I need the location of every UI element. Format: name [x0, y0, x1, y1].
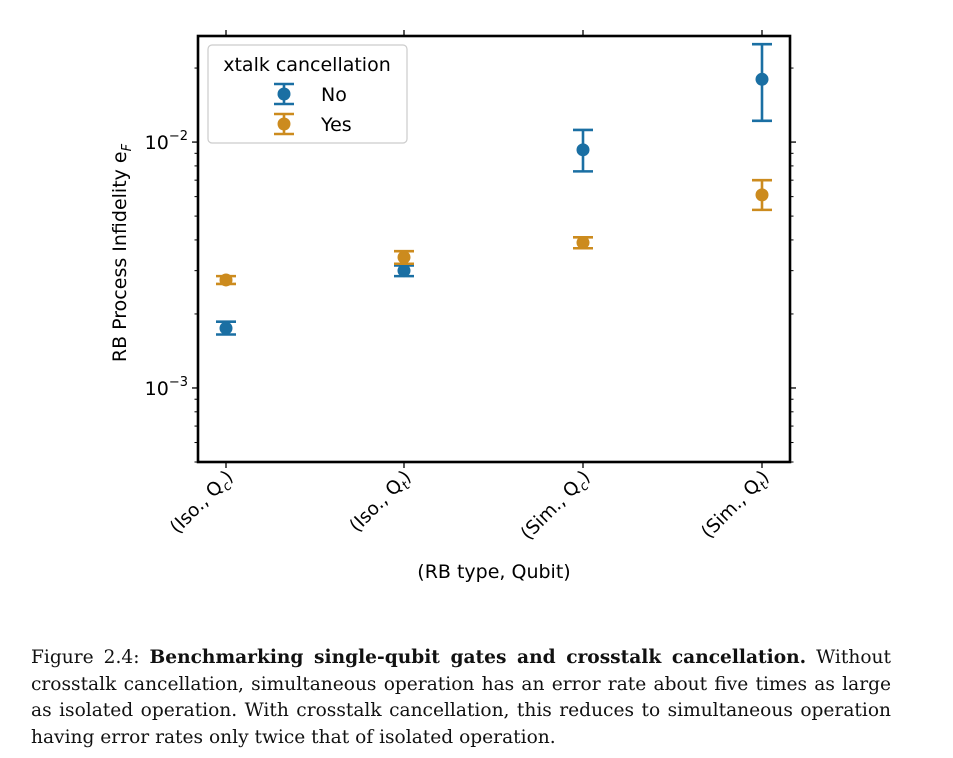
y-axis-label-subscript: F [120, 143, 135, 151]
data-point [219, 273, 233, 287]
caption-bold: Benchmarking single-qubit gates and cros… [149, 647, 807, 668]
x-tick-label: (Sim., Qc) [517, 467, 597, 547]
x-tick-label-main: (Sim., Q [517, 477, 584, 544]
figure: 10−3 10−2 (Iso., Qc) (Iso., Qt) (Sim., Qc) (S… [109, 30, 796, 583]
figure-caption: Figure 2.4: Benchmarking single-qubit ga… [31, 645, 891, 751]
data-point [397, 250, 411, 264]
caption-label: Figure 2.4: [31, 647, 140, 668]
y-tick-exponent: −2 [169, 129, 188, 144]
y-tick-base: 10 [145, 132, 169, 154]
y-tick-exponent: −3 [169, 375, 188, 390]
y-tick-base: 10 [145, 378, 169, 400]
legend-marker [277, 117, 291, 131]
legend-box [207, 44, 408, 144]
plot-frame [196, 34, 792, 464]
y-axis-label-main: RB Process Infidelity e [109, 151, 131, 362]
x-tick-label: (Iso., Qc) [166, 467, 240, 541]
x-tick-label: (Iso., Qt) [346, 467, 419, 540]
errorbar-chart: 10−310−2(Iso., Qc) (Iso., Qt)(Sim., Qc) (S… [109, 30, 796, 583]
data-point [576, 236, 590, 250]
data-point [397, 264, 411, 278]
data-point [755, 72, 769, 86]
y-tick-label: 10−2 [145, 129, 188, 154]
data-point [219, 321, 233, 335]
data-point [755, 188, 769, 202]
series-yes [216, 178, 772, 287]
legend-entry-label: Yes [320, 114, 352, 136]
legend-title: xtalk cancellation [223, 54, 391, 76]
x-tick-label-main: (Iso., Q [346, 475, 407, 536]
y-tick-label: 10−3 [145, 375, 188, 400]
legend-marker [277, 87, 291, 101]
data-point [576, 143, 590, 157]
series-no [216, 42, 772, 336]
legend: xtalk cancellation No Yes [207, 44, 408, 144]
x-tick-label: (Sim., Qt) [697, 467, 776, 546]
x-tick-label-main: (Sim., Q [697, 475, 764, 542]
y-axis-label: RB Process Infidelity eF [109, 143, 135, 362]
caption-text: Without crosstalk cancellation, simultan… [31, 647, 891, 748]
legend-entry-label: No [321, 84, 347, 106]
x-axis-label: (RB type, Qubit) [417, 561, 570, 583]
x-tick-label-main: (Iso., Q [166, 477, 227, 538]
